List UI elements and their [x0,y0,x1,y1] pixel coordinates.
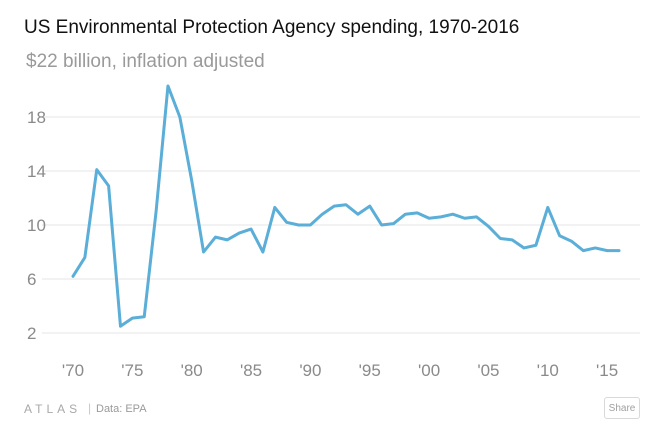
chart-subtitle: $22 billion, inflation adjusted [26,51,265,72]
x-tick-label: '80 [181,361,203,380]
share-button[interactable]: Share [604,397,640,419]
x-tick-label: '90 [299,361,321,380]
y-tick-label: 18 [27,108,46,127]
series-layer [71,84,621,328]
y-tick-label: 2 [27,324,36,343]
y-tick-label: 14 [27,162,46,181]
x-tick-label: '15 [596,361,618,380]
chart-title: US Environmental Protection Agency spend… [24,17,520,38]
x-tick-label: '70 [62,361,84,380]
x-tick-label: '05 [477,361,499,380]
x-tick-label: '95 [359,361,381,380]
atlas-logo: ATLAS [24,402,82,416]
x-tick-label: '75 [121,361,143,380]
x-tick-label: '00 [418,361,440,380]
gridlines [42,116,640,334]
source-note: Data: EPA [96,403,147,415]
x-tick-label: '10 [537,361,559,380]
x-tick-label: '85 [240,361,262,380]
y-tick-label: 6 [27,270,36,289]
y-tick-label: 10 [27,216,46,235]
series-line [71,84,621,328]
x-tick-labels: '70 '75 '80 '85 '90 '95 '00 '05 '10 '15 [62,361,618,380]
y-tick-labels: 2 6 10 14 18 [27,108,46,343]
footer-separator: | [88,401,92,415]
